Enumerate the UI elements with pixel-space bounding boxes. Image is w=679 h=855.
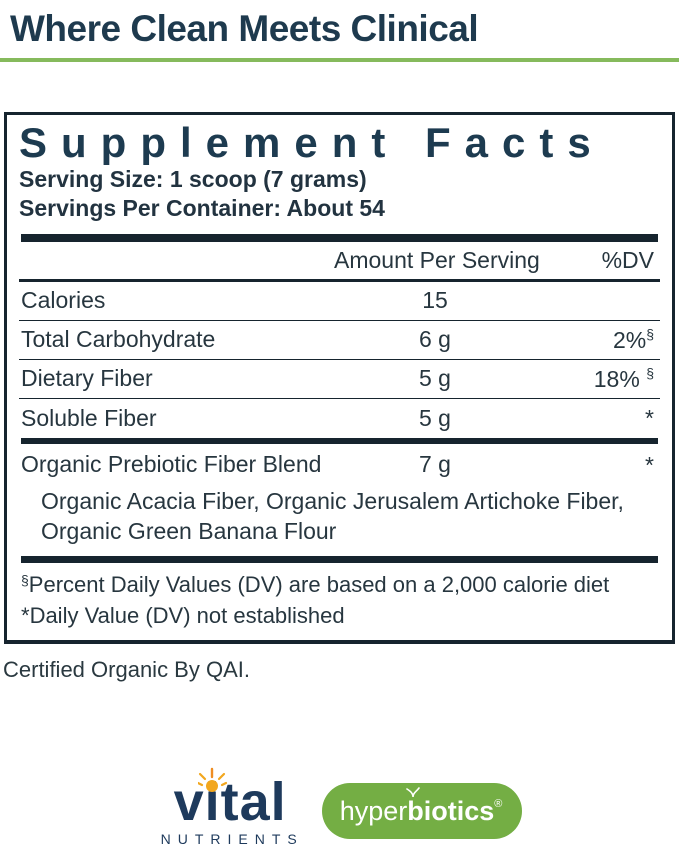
row-dv: 18% § bbox=[540, 365, 658, 393]
supplement-facts-panel: Supplement Facts Serving Size: 1 scoop (… bbox=[4, 111, 675, 644]
supplement-facts-title: Supplement Facts bbox=[19, 120, 605, 165]
dv-footnote-mark: § bbox=[646, 325, 654, 342]
hyperbiotics-word-bold: biotics bbox=[406, 786, 495, 826]
table-row-dietary-fiber: Dietary Fiber 5 g 18% § bbox=[19, 360, 660, 399]
dv-value: * bbox=[645, 405, 654, 432]
headline-section: Where Clean Meets Clinical bbox=[0, 0, 679, 51]
vital-word-text: vital bbox=[173, 772, 287, 832]
footnote-dv: §Percent Daily Values (DV) are based on … bbox=[21, 570, 658, 600]
row-name: Calories bbox=[21, 287, 106, 314]
table-row-total-carbohydrate: Total Carbohydrate 6 g 2%§ bbox=[19, 321, 660, 360]
footnote-marker: * bbox=[21, 602, 30, 628]
serving-size: Serving Size: 1 scoop (7 grams) bbox=[19, 165, 367, 192]
brand-logos: vital NUTRIENTS hyper biotics® bbox=[0, 767, 679, 847]
footnote-marker: § bbox=[21, 572, 29, 589]
hyperbiotics-wordmark: hyper biotics® bbox=[339, 786, 503, 826]
footnote-text: Daily Value (DV) not established bbox=[29, 602, 345, 628]
vital-wordmark: vital bbox=[173, 767, 287, 832]
row-amount: 5 g bbox=[419, 404, 451, 431]
dv-value: * bbox=[645, 451, 654, 478]
blend-ingredients: Organic Acacia Fiber, Organic Jerusalem … bbox=[19, 486, 660, 557]
dv-footnote-mark: § bbox=[646, 364, 654, 381]
blend-ingredients-line2: Organic Green Banana Flour bbox=[41, 517, 337, 544]
table-row-prebiotic-blend: Organic Prebiotic Fiber Blend 7 g * bbox=[19, 444, 660, 486]
dv-value: 18% bbox=[593, 365, 647, 392]
table-row-soluble-fiber: Soluble Fiber 5 g * bbox=[19, 399, 660, 438]
row-amount: 15 bbox=[422, 287, 448, 314]
row-name: Organic Prebiotic Fiber Blend bbox=[21, 451, 322, 478]
sprout-icon bbox=[406, 786, 421, 797]
servings-per-container: Servings Per Container: About 54 bbox=[19, 195, 385, 222]
panel-divider-top bbox=[21, 233, 658, 242]
column-header-dv: %DV bbox=[601, 246, 654, 273]
panel-divider-middle bbox=[21, 437, 658, 444]
row-dv: * bbox=[540, 404, 658, 432]
table-row-calories: Calories 15 bbox=[19, 282, 660, 321]
table-header-row: Amount Per Serving %DV bbox=[19, 242, 660, 282]
row-amount: 6 g bbox=[419, 326, 451, 353]
sun-icon bbox=[197, 767, 227, 792]
row-name: Soluble Fiber bbox=[21, 404, 157, 431]
registered-mark: ® bbox=[494, 797, 503, 810]
footnote-text: Percent Daily Values (DV) are based on a… bbox=[28, 572, 610, 598]
dv-value: 2% bbox=[612, 326, 647, 353]
row-amount: 7 g bbox=[419, 451, 451, 478]
hyperbiotics-logo: hyper biotics® bbox=[321, 783, 523, 839]
hyperbiotics-word-bold-text: biotics bbox=[407, 795, 495, 826]
row-dv: 2%§ bbox=[540, 326, 658, 354]
row-name: Total Carbohydrate bbox=[21, 326, 216, 353]
certification-note: Certified Organic By QAI. bbox=[3, 656, 250, 682]
page-title: Where Clean Meets Clinical bbox=[10, 8, 479, 49]
row-name: Dietary Fiber bbox=[21, 365, 153, 392]
panel-divider-bottom bbox=[21, 556, 658, 564]
headline-divider bbox=[0, 57, 679, 62]
blend-ingredients-line1: Organic Acacia Fiber, Organic Jerusalem … bbox=[41, 487, 624, 514]
column-header-amount: Amount Per Serving bbox=[334, 246, 540, 273]
footnote-not-established: *Daily Value (DV) not established bbox=[21, 601, 658, 631]
vital-nutrients-logo: vital NUTRIENTS bbox=[157, 767, 304, 847]
hyperbiotics-word-light: hyper bbox=[339, 795, 408, 826]
vital-nutrients-subtext: NUTRIENTS bbox=[160, 831, 304, 847]
row-dv: * bbox=[540, 451, 658, 479]
footnotes: §Percent Daily Values (DV) are based on … bbox=[19, 563, 660, 640]
row-amount: 5 g bbox=[419, 365, 451, 392]
